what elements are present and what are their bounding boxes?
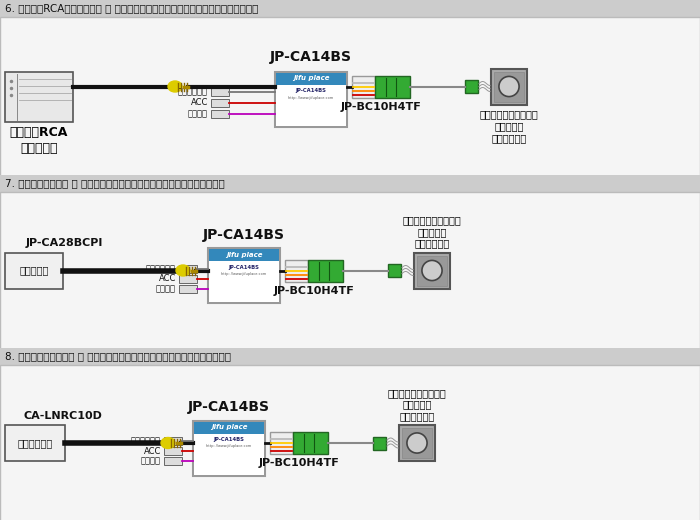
Circle shape: [407, 433, 427, 453]
Text: ボディアース: ボディアース: [178, 87, 208, 96]
Text: パナソニック: パナソニック: [18, 438, 52, 448]
FancyBboxPatch shape: [209, 261, 279, 302]
Text: 日産・ホンダ・スズキ
クラリオン
バックカメラ: 日産・ホンダ・スズキ クラリオン バックカメラ: [388, 388, 447, 421]
Text: JP-CA14BS: JP-CA14BS: [270, 49, 352, 63]
FancyBboxPatch shape: [164, 457, 182, 465]
FancyBboxPatch shape: [193, 421, 265, 475]
FancyBboxPatch shape: [388, 264, 401, 277]
Text: ACC: ACC: [159, 274, 176, 283]
Text: リバース: リバース: [156, 284, 176, 293]
FancyBboxPatch shape: [285, 259, 308, 281]
Text: http: //www.jifuplace.com: http: //www.jifuplace.com: [221, 272, 267, 276]
Text: 日産・ホンダ・スズキ
クラリオン
バックカメラ: 日産・ホンダ・スズキ クラリオン バックカメラ: [402, 215, 461, 249]
Ellipse shape: [168, 81, 182, 92]
FancyBboxPatch shape: [0, 175, 700, 192]
Text: ACC: ACC: [144, 447, 161, 456]
Ellipse shape: [176, 265, 190, 276]
Text: リバース: リバース: [141, 457, 161, 465]
Text: 8. パナソニックのナビ と 日産・ホンダ・スズキ・クラリオンのバックカメラ: 8. パナソニックのナビ と 日産・ホンダ・スズキ・クラリオンのバックカメラ: [5, 352, 231, 361]
FancyBboxPatch shape: [0, 348, 700, 365]
FancyBboxPatch shape: [352, 75, 375, 98]
FancyBboxPatch shape: [179, 265, 197, 272]
FancyBboxPatch shape: [5, 253, 63, 289]
FancyBboxPatch shape: [5, 71, 73, 122]
FancyBboxPatch shape: [0, 365, 700, 520]
FancyBboxPatch shape: [0, 17, 700, 192]
Text: JP-CA28BCPI: JP-CA28BCPI: [25, 239, 103, 249]
Text: JP-BC10H4TF: JP-BC10H4TF: [341, 101, 421, 111]
Text: パイオニア: パイオニア: [20, 266, 49, 276]
Text: JP-CA14BS: JP-CA14BS: [188, 400, 270, 414]
FancyBboxPatch shape: [293, 432, 328, 454]
Circle shape: [499, 76, 519, 97]
Text: http: //www.jifuplace.com: http: //www.jifuplace.com: [206, 445, 251, 448]
FancyBboxPatch shape: [373, 436, 386, 449]
Text: JP-CA14BS: JP-CA14BS: [214, 437, 244, 442]
Text: リバース: リバース: [188, 109, 208, 118]
FancyBboxPatch shape: [194, 422, 264, 434]
Text: 7. パイオニアのナビ と 日産・ホンダ・スズキ・クラリオンのバックカメラ: 7. パイオニアのナビ と 日産・ホンダ・スズキ・クラリオンのバックカメラ: [5, 178, 225, 188]
FancyBboxPatch shape: [276, 72, 346, 84]
FancyBboxPatch shape: [402, 428, 432, 458]
Text: 日産・ホンダ・スズキ
クラリオン
バックカメラ: 日産・ホンダ・スズキ クラリオン バックカメラ: [480, 110, 538, 142]
FancyBboxPatch shape: [5, 425, 65, 461]
FancyBboxPatch shape: [211, 87, 229, 96]
FancyBboxPatch shape: [0, 0, 700, 17]
Text: Jifu place: Jifu place: [293, 75, 329, 81]
Text: JP-CA14BS: JP-CA14BS: [295, 88, 326, 93]
Text: ACC: ACC: [190, 98, 208, 107]
FancyBboxPatch shape: [270, 432, 293, 454]
FancyBboxPatch shape: [465, 80, 478, 93]
FancyBboxPatch shape: [375, 75, 410, 98]
Text: JP-BC10H4TF: JP-BC10H4TF: [258, 458, 340, 468]
FancyBboxPatch shape: [399, 425, 435, 461]
FancyBboxPatch shape: [179, 275, 197, 282]
Text: Jifu place: Jifu place: [225, 252, 262, 257]
FancyBboxPatch shape: [414, 253, 450, 289]
FancyBboxPatch shape: [164, 447, 182, 455]
FancyBboxPatch shape: [209, 249, 279, 261]
FancyBboxPatch shape: [417, 255, 447, 285]
Circle shape: [422, 261, 442, 281]
FancyBboxPatch shape: [211, 110, 229, 118]
Text: JP-CA14BS: JP-CA14BS: [203, 228, 285, 242]
FancyBboxPatch shape: [208, 248, 280, 303]
FancyBboxPatch shape: [194, 434, 264, 474]
Text: JP-BC10H4TF: JP-BC10H4TF: [274, 285, 354, 295]
FancyBboxPatch shape: [494, 71, 524, 101]
FancyBboxPatch shape: [275, 71, 347, 126]
Text: 6. 市販ナビRCAタイプのナビ と 日産・ホンダ・スズキ・クラリオンのバックカメラ: 6. 市販ナビRCAタイプのナビ と 日産・ホンダ・スズキ・クラリオンのバックカ…: [5, 4, 258, 14]
FancyBboxPatch shape: [164, 437, 182, 445]
Text: ボディアース: ボディアース: [146, 264, 176, 273]
Text: http: //www.jifuplace.com: http: //www.jifuplace.com: [288, 96, 334, 99]
Text: 市販ナビRCA
入力タイプ: 市販ナビRCA 入力タイプ: [10, 126, 68, 154]
Text: ボディアース: ボディアース: [131, 436, 161, 446]
Text: CA-LNRC10D: CA-LNRC10D: [24, 411, 102, 421]
Text: Jifu place: Jifu place: [211, 424, 247, 430]
FancyBboxPatch shape: [179, 284, 197, 292]
FancyBboxPatch shape: [276, 84, 346, 125]
FancyBboxPatch shape: [0, 192, 700, 365]
Text: JP-CA14BS: JP-CA14BS: [229, 265, 260, 269]
Ellipse shape: [161, 437, 175, 448]
FancyBboxPatch shape: [211, 98, 229, 107]
FancyBboxPatch shape: [491, 69, 527, 105]
FancyBboxPatch shape: [308, 259, 343, 281]
